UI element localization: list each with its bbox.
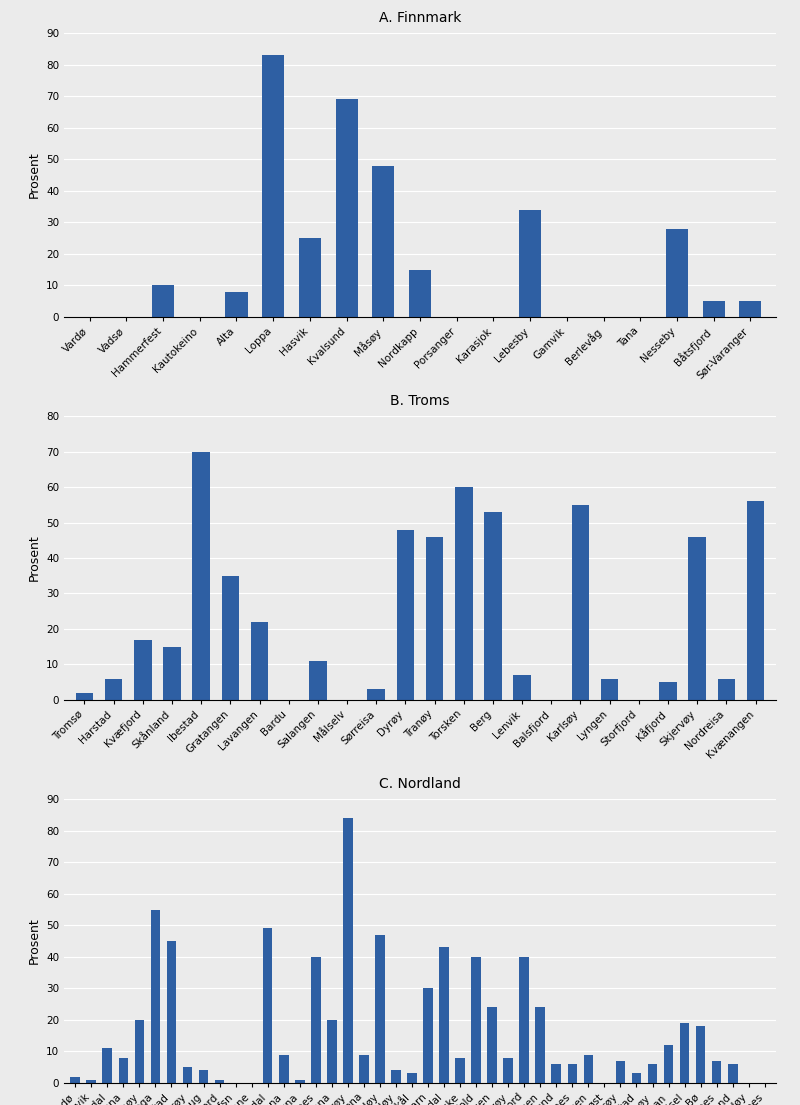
Bar	[455, 1057, 465, 1083]
Bar	[712, 1061, 722, 1083]
Title: A. Finnmark: A. Finnmark	[379, 11, 461, 25]
Bar	[551, 1064, 561, 1083]
Bar	[118, 1057, 128, 1083]
Bar	[192, 452, 210, 699]
Bar	[535, 1008, 545, 1083]
Bar	[391, 1071, 401, 1083]
Bar	[134, 1020, 144, 1083]
Bar	[134, 640, 151, 699]
Bar	[152, 285, 174, 317]
Bar	[226, 292, 247, 317]
Bar	[455, 487, 473, 699]
Y-axis label: Prosent: Prosent	[27, 917, 41, 965]
Bar	[250, 622, 268, 699]
Title: B. Troms: B. Troms	[390, 394, 450, 408]
Bar	[198, 1071, 208, 1083]
Bar	[426, 537, 443, 699]
Bar	[572, 505, 590, 699]
Bar	[702, 301, 725, 317]
Bar	[359, 1054, 369, 1083]
Bar	[407, 1073, 417, 1083]
Bar	[327, 1020, 337, 1083]
Bar	[222, 576, 239, 699]
Y-axis label: Prosent: Prosent	[27, 151, 41, 199]
Bar	[166, 941, 176, 1083]
Bar	[375, 935, 385, 1083]
Bar	[680, 1023, 690, 1083]
Bar	[503, 1057, 513, 1083]
Bar	[519, 210, 541, 317]
Bar	[76, 693, 93, 699]
Bar	[519, 957, 529, 1083]
Bar	[659, 682, 677, 699]
Bar	[86, 1080, 96, 1083]
Bar	[423, 988, 433, 1083]
Bar	[601, 678, 618, 699]
Bar	[367, 690, 385, 699]
Bar	[70, 1076, 80, 1083]
Bar	[567, 1064, 577, 1083]
Bar	[583, 1054, 593, 1083]
Bar	[689, 537, 706, 699]
Bar	[616, 1061, 626, 1083]
Bar	[439, 947, 449, 1083]
Bar	[739, 301, 762, 317]
Bar	[648, 1064, 658, 1083]
Bar	[182, 1067, 192, 1083]
Bar	[263, 928, 273, 1083]
Bar	[747, 502, 764, 699]
Y-axis label: Prosent: Prosent	[27, 535, 41, 581]
Bar	[163, 646, 181, 699]
Bar	[728, 1064, 738, 1083]
Bar	[372, 166, 394, 317]
Bar	[279, 1054, 289, 1083]
Bar	[309, 661, 326, 699]
Bar	[484, 512, 502, 699]
Bar	[102, 1049, 112, 1083]
Bar	[311, 957, 321, 1083]
Bar	[664, 1045, 674, 1083]
Bar	[343, 818, 353, 1083]
Bar	[666, 229, 688, 317]
Title: C. Nordland: C. Nordland	[379, 777, 461, 791]
Bar	[214, 1080, 224, 1083]
Bar	[409, 270, 431, 317]
Bar	[299, 238, 321, 317]
Bar	[262, 55, 284, 317]
Bar	[487, 1008, 497, 1083]
Bar	[295, 1080, 305, 1083]
Bar	[150, 909, 160, 1083]
Bar	[696, 1027, 706, 1083]
Bar	[514, 675, 531, 699]
Bar	[105, 678, 122, 699]
Bar	[718, 678, 735, 699]
Bar	[632, 1073, 642, 1083]
Bar	[397, 529, 414, 699]
Bar	[335, 99, 358, 317]
Bar	[471, 957, 481, 1083]
